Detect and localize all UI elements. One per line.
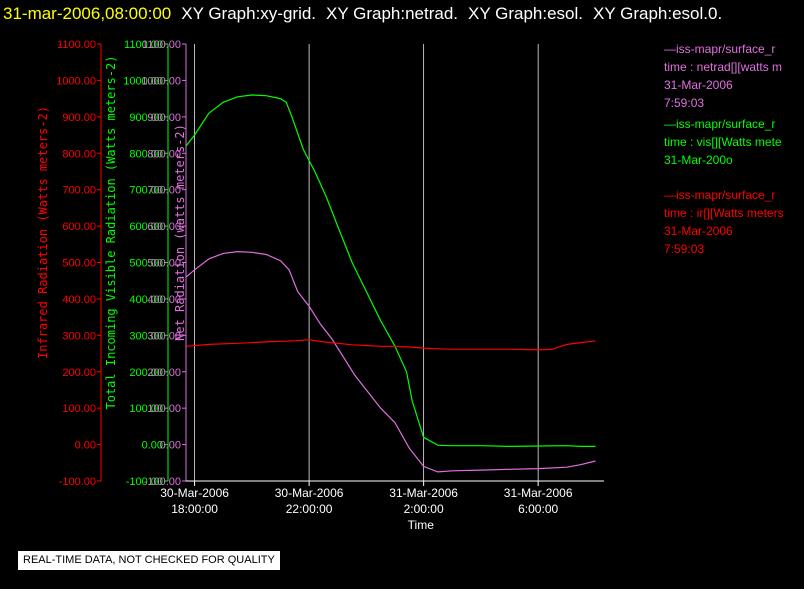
y-tick-label-vis: 1100.00 — [124, 39, 163, 51]
header-title-esol: XY Graph:esol. — [468, 4, 584, 23]
y-tick-label-ir: 100.00 — [62, 403, 96, 415]
legend-variable: time : vis[][Watts mete — [664, 135, 782, 149]
y-tick-label-vis: -100.00 — [126, 476, 163, 488]
legend-net-radiation: —iss-mapr/surface_r time : netrad[][watt… — [664, 40, 804, 112]
series-line-net — [185, 250, 596, 473]
y-axis-title-vis: Total Incoming Visible Radiation (Watts … — [104, 55, 118, 409]
legend-infrared-radiation: —iss-mapr/surface_r time : ir[][Watts me… — [664, 186, 804, 258]
legend-date: 31-Mar-2006 — [664, 78, 733, 92]
y-tick-label-vis: 700.00 — [129, 185, 163, 197]
series-line-ir — [185, 339, 596, 351]
y-axis-title-net: Net Radiation (watts meters-2) — [173, 124, 187, 341]
y-tick-label-ir: 400.00 — [62, 294, 96, 306]
x-tick-label-date: 31-Mar-2006 — [389, 486, 458, 500]
x-tick-label-date: 30-Mar-2006 — [275, 486, 344, 500]
y-tick-label-net: 1000.00 — [141, 75, 181, 87]
y-tick-label-net: 1100.00 — [142, 39, 181, 51]
legend-source: —iss-mapr/surface_r — [664, 188, 776, 202]
y-tick-label-vis: 1000.00 — [123, 75, 163, 87]
x-tick-label-date: 31-Mar-2006 — [504, 486, 573, 500]
y-tick-label-ir: 300.00 — [62, 330, 96, 342]
x-tick-label-time: 18:00:00 — [171, 502, 218, 516]
y-tick-label-net: -100.00 — [144, 476, 181, 488]
y-tick-label-vis: 400.00 — [129, 294, 163, 306]
y-tick-label-net: 300.00 — [147, 330, 181, 342]
y-tick-label-net: 100.00 — [147, 403, 181, 415]
series-line-vis — [185, 94, 596, 448]
y-tick-label-net: 900.00 — [147, 112, 181, 124]
y-tick-label-ir: 0.00 — [75, 440, 96, 452]
legend-variable: time : ir[][Watts meters — [664, 206, 784, 220]
y-axis-title-ir: Infrared Radiation (Watts meters-2) — [36, 106, 50, 359]
qc-notice: REAL-TIME DATA, NOT CHECKED FOR QUALITY — [18, 551, 280, 570]
x-tick-label-time: 22:00:00 — [286, 502, 333, 516]
y-tick-label-vis: 500.00 — [129, 258, 163, 270]
y-tick-label-ir: 900.00 — [62, 112, 96, 124]
legend-date: 31-Mar-200o — [664, 153, 733, 167]
header-datetime: 31-mar-2006,08:00:00 — [3, 4, 172, 23]
y-tick-label-net: 600.00 — [147, 221, 181, 233]
x-tick-label-time: 2:00:00 — [404, 502, 444, 516]
y-tick-label-net: 200.00 — [147, 367, 181, 379]
legend-time: 7:59:03 — [664, 242, 705, 256]
y-tick-label-ir: -100.00 — [59, 476, 96, 488]
y-tick-label-vis: 100.00 — [129, 403, 163, 415]
y-tick-label-ir: 800.00 — [62, 148, 96, 160]
legend-visible-radiation: —iss-mapr/surface_r time : vis[][Watts m… — [664, 115, 804, 169]
y-tick-label-net: 400.00 — [147, 294, 181, 306]
y-tick-label-vis: 900.00 — [129, 112, 163, 124]
y-tick-label-net: 800.00 — [147, 148, 181, 160]
y-tick-label-ir: 600.00 — [62, 221, 96, 233]
legend-source: —iss-mapr/surface_r — [664, 117, 776, 131]
header-title-esol0: XY Graph:esol.0. — [593, 4, 723, 23]
y-tick-label-net: 500.00 — [147, 258, 181, 270]
y-tick-label-vis: 600.00 — [129, 221, 163, 233]
legend-date: 31-Mar-2006 — [664, 224, 733, 238]
x-tick-label-date: 30-Mar-2006 — [160, 486, 229, 500]
x-axis-title: Time — [408, 518, 435, 532]
header: 31-mar-2006,08:00:00 XY Graph:xy-grid. XY … — [0, 3, 804, 27]
legend-source: —iss-mapr/surface_r — [664, 42, 776, 56]
y-tick-label-vis: 200.00 — [129, 367, 163, 379]
y-tick-label-ir: 500.00 — [62, 258, 96, 270]
y-tick-label-net: 0.00 — [160, 440, 181, 452]
x-tick-label-time: 6:00:00 — [518, 502, 558, 516]
legend-time: 7:59:03 — [664, 96, 705, 110]
y-tick-label-vis: 0.00 — [142, 440, 163, 452]
y-tick-label-vis: 800.00 — [129, 148, 163, 160]
y-tick-label-ir: 1100.00 — [57, 39, 96, 51]
y-tick-label-ir: 200.00 — [62, 367, 96, 379]
y-tick-label-ir: 700.00 — [62, 185, 96, 197]
y-tick-label-net: 700.00 — [147, 185, 181, 197]
legend-variable: time : netrad[][watts m — [664, 60, 783, 74]
y-tick-label-ir: 1000.00 — [56, 75, 96, 87]
y-tick-label-vis: 300.00 — [129, 330, 163, 342]
header-title-netrad: XY Graph:netrad. — [326, 4, 459, 23]
header-title-xy-grid: XY Graph:xy-grid. — [181, 4, 317, 23]
